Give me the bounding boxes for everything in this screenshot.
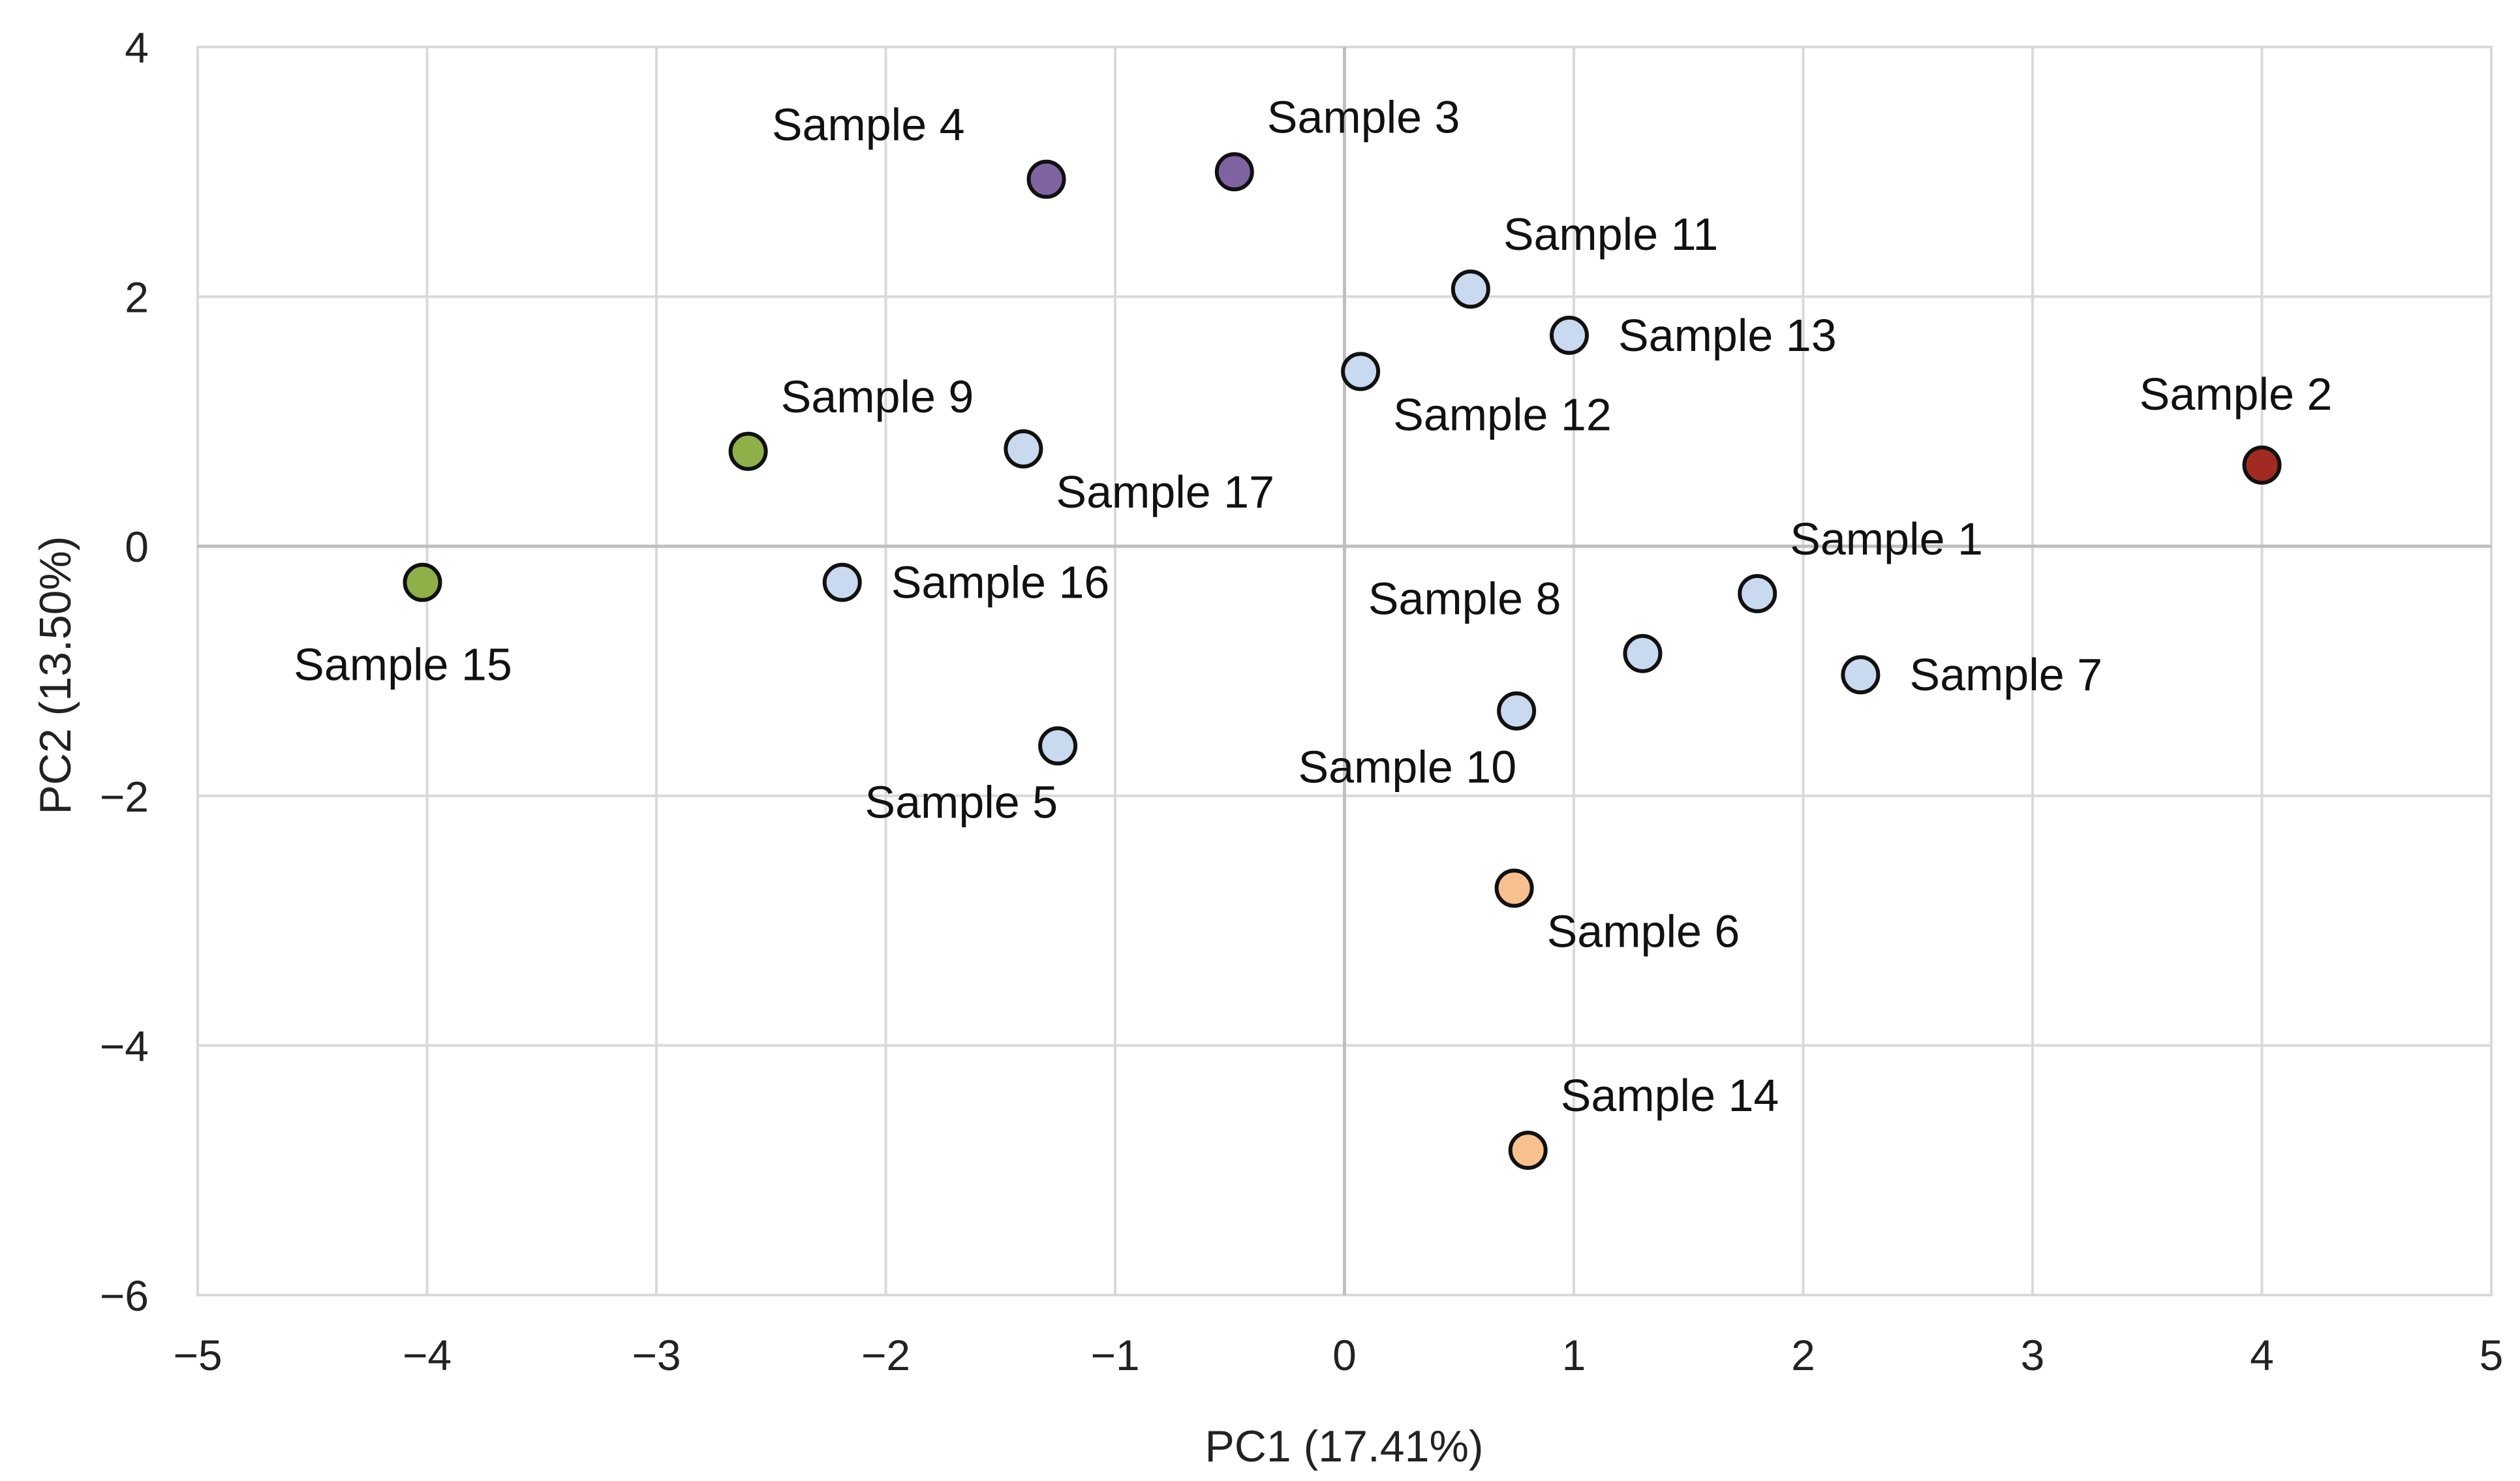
data-point xyxy=(1497,691,1537,731)
data-point xyxy=(1038,726,1078,766)
point-label: Sample 14 xyxy=(1561,1070,1779,1121)
point-label: Sample 2 xyxy=(2140,369,2333,420)
x-tick-label: −4 xyxy=(403,1331,452,1379)
point-label: Sample 6 xyxy=(1547,906,1740,956)
x-tick-label: 3 xyxy=(2021,1331,2045,1379)
point-label: Sample 3 xyxy=(1267,91,1460,142)
point-label: Sample 7 xyxy=(1909,649,2102,700)
point-label: Sample 8 xyxy=(1368,573,1561,624)
tick-labels: −5 −4 −3 −2 −1 0 1 2 3 4 5 −6 −4 −2 0 2 4 xyxy=(100,23,2504,1379)
y-tick-label: 0 xyxy=(125,523,149,571)
data-point xyxy=(1026,159,1066,199)
x-tick-label: 4 xyxy=(2250,1331,2274,1379)
point-label: Sample 16 xyxy=(891,557,1110,608)
data-point xyxy=(1451,269,1490,309)
data-point xyxy=(822,562,862,602)
x-tick-label: 1 xyxy=(1562,1331,1586,1379)
data-point xyxy=(1494,868,1534,908)
data-points xyxy=(403,152,2282,1170)
x-tick-label: −3 xyxy=(632,1331,681,1379)
data-point xyxy=(1623,634,1663,673)
data-point xyxy=(1549,315,1589,355)
point-label: Sample 12 xyxy=(1393,389,1612,440)
data-point xyxy=(1508,1131,1548,1170)
point-label: Sample 17 xyxy=(1056,466,1274,517)
data-point xyxy=(2242,445,2282,485)
data-point xyxy=(403,562,442,602)
x-tick-label: 0 xyxy=(1332,1331,1357,1379)
y-axis-title: PC2 (13.50%) xyxy=(31,536,80,814)
data-point xyxy=(1341,352,1381,391)
data-point xyxy=(1841,655,1881,695)
data-point xyxy=(728,431,768,471)
x-axis-title: PC1 (17.41%) xyxy=(1205,1422,1483,1471)
point-label: Sample 13 xyxy=(1618,310,1837,361)
point-labels: Sample 1 Sample 2 Sample 3 Sample 4 Sample 5… xyxy=(294,91,2332,1121)
data-point xyxy=(1214,152,1254,192)
y-tick-label: 2 xyxy=(125,273,149,322)
x-tick-label: −1 xyxy=(1090,1331,1139,1379)
y-tick-label: −2 xyxy=(100,772,149,821)
point-label: Sample 1 xyxy=(1790,513,1983,564)
data-point xyxy=(1004,429,1043,468)
x-tick-label: 2 xyxy=(1791,1331,1815,1379)
point-label: Sample 11 xyxy=(1503,209,1718,260)
y-tick-label: −4 xyxy=(100,1022,149,1070)
x-tick-label: −5 xyxy=(173,1331,222,1379)
y-tick-label: 4 xyxy=(125,23,149,72)
axes xyxy=(198,47,2491,1295)
x-tick-label: −2 xyxy=(861,1331,910,1379)
data-point xyxy=(1738,573,1777,613)
y-tick-label: −6 xyxy=(100,1272,149,1320)
point-label: Sample 10 xyxy=(1298,742,1516,793)
point-label: Sample 15 xyxy=(294,639,512,690)
point-label: Sample 9 xyxy=(781,371,974,422)
x-tick-label: 5 xyxy=(2480,1331,2504,1379)
point-label: Sample 5 xyxy=(865,776,1058,827)
point-label: Sample 4 xyxy=(772,99,965,150)
